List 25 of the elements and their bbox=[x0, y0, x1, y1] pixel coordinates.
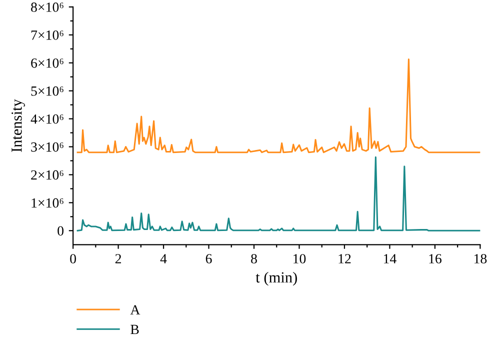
y-tick-label: 2×10⁶ bbox=[31, 170, 64, 180]
y-axis-title: Intensity bbox=[12, 99, 25, 152]
x-tick-label: 10 bbox=[294, 254, 306, 264]
y-tick-label: 6×10⁶ bbox=[31, 58, 64, 68]
line-series bbox=[76, 156, 480, 232]
x-tick-label: 16 bbox=[429, 254, 442, 264]
y-tick-label: 5×10⁶ bbox=[31, 86, 64, 96]
y-tick-label: 0 bbox=[58, 226, 64, 236]
y-tick-label: 7×10⁶ bbox=[31, 30, 64, 40]
x-tick-label: 0 bbox=[70, 254, 76, 264]
x-tick-label: 18 bbox=[474, 254, 487, 264]
x-tick-label: 2 bbox=[115, 254, 121, 264]
y-tick-label: 8×10⁶ bbox=[31, 2, 64, 12]
x-tick-label: 14 bbox=[384, 254, 396, 264]
y-tick-label: 3×10⁶ bbox=[31, 142, 64, 152]
line-series bbox=[76, 58, 480, 154]
y-tick-label: 4×10⁶ bbox=[30, 114, 64, 124]
x-axis-title: t (min) bbox=[256, 272, 297, 286]
legend-label: B bbox=[130, 324, 139, 334]
y-tick-label: 1×10⁶ bbox=[32, 198, 64, 208]
x-tick-label: 12 bbox=[338, 254, 351, 264]
legend-label: A bbox=[130, 305, 140, 314]
x-tick-label: 8 bbox=[251, 254, 257, 264]
x-tick-label: 6 bbox=[206, 254, 212, 264]
x-tick-label: 4 bbox=[160, 254, 167, 264]
